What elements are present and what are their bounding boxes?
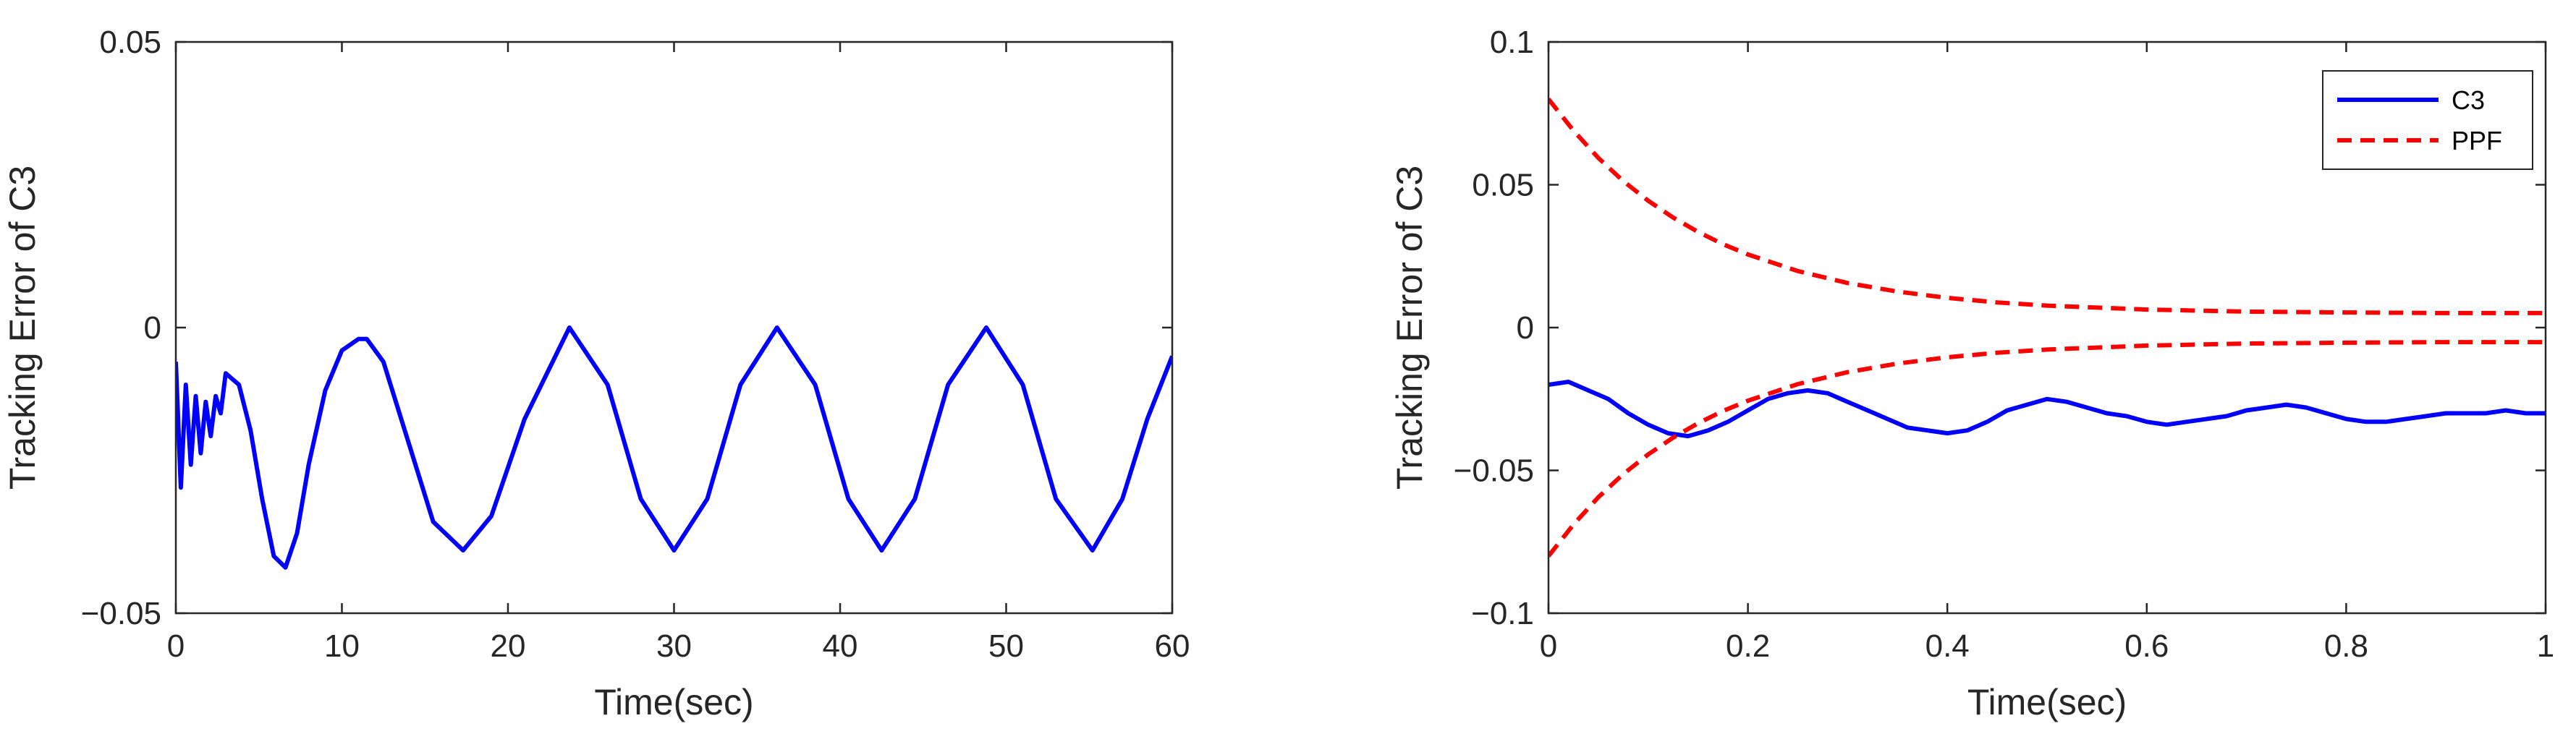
left-y-tick-label: 0.05 — [99, 25, 161, 60]
right-x-tick-label: 0 — [1540, 628, 1557, 664]
right-x-tick-label: 0.6 — [2124, 628, 2169, 664]
right-x-tick-label: 1 — [2537, 628, 2554, 664]
right-x-tick-label: 0.8 — [2324, 628, 2368, 664]
right-y-tick-label: 0.05 — [1472, 168, 1534, 203]
legend-box — [2322, 70, 2533, 170]
left-x-axis-label: Time(sec) — [594, 682, 753, 722]
right-y-tick-label: 0.1 — [1490, 25, 1534, 60]
left-y-tick-label: 0 — [144, 310, 161, 346]
left-x-tick-label: 20 — [491, 628, 526, 664]
left-x-tick-label: 50 — [988, 628, 1024, 664]
left-x-tick-label: 30 — [656, 628, 692, 664]
left-series-ppf-lower-line — [176, 325, 1172, 570]
right-plot-area — [1548, 98, 2546, 558]
right-y-axis-label: Tracking Error of C3 — [1389, 166, 1430, 490]
left-x-tick-label: 60 — [1155, 628, 1190, 664]
left-plot-area — [176, 325, 1172, 570]
right-chart: 0 0.2 0.4 0.6 0.8 1 −0.1 −0.05 0 0.05 0.1 Time(sec)… — [1389, 25, 2554, 722]
left-x-tick-label: 10 — [324, 628, 360, 664]
right-series-c3-line — [1548, 380, 2546, 439]
left-y-tick-label: −0.05 — [81, 596, 161, 631]
right-x-tick-label: 0.4 — [1925, 628, 1970, 664]
right-x-tick-label: 0.2 — [1726, 628, 1770, 664]
right-series-ppf-lower-line — [1548, 340, 2546, 558]
right-y-tick-label: 0 — [1517, 310, 1534, 346]
left-x-tick-label: 0 — [167, 628, 185, 664]
left-chart: 0 10 20 30 40 50 60−0.0500.05Time(sec)Tracking… — [2, 25, 1190, 722]
legend-label-ppf: PPF — [2452, 126, 2502, 155]
right-y-tick-label: −0.05 — [1454, 453, 1534, 489]
right-x-axis-label: Time(sec) — [1967, 682, 2127, 722]
left-x-tick-label: 40 — [823, 628, 858, 664]
right-y-tick-label: −0.1 — [1471, 596, 1534, 631]
left-y-axis-label: Tracking Error of C3 — [2, 166, 43, 490]
right-series-ppf-line-upper — [1548, 98, 2546, 315]
legend-label-c3: C3 — [2452, 85, 2485, 115]
legend: C3 PPF — [2322, 70, 2533, 170]
